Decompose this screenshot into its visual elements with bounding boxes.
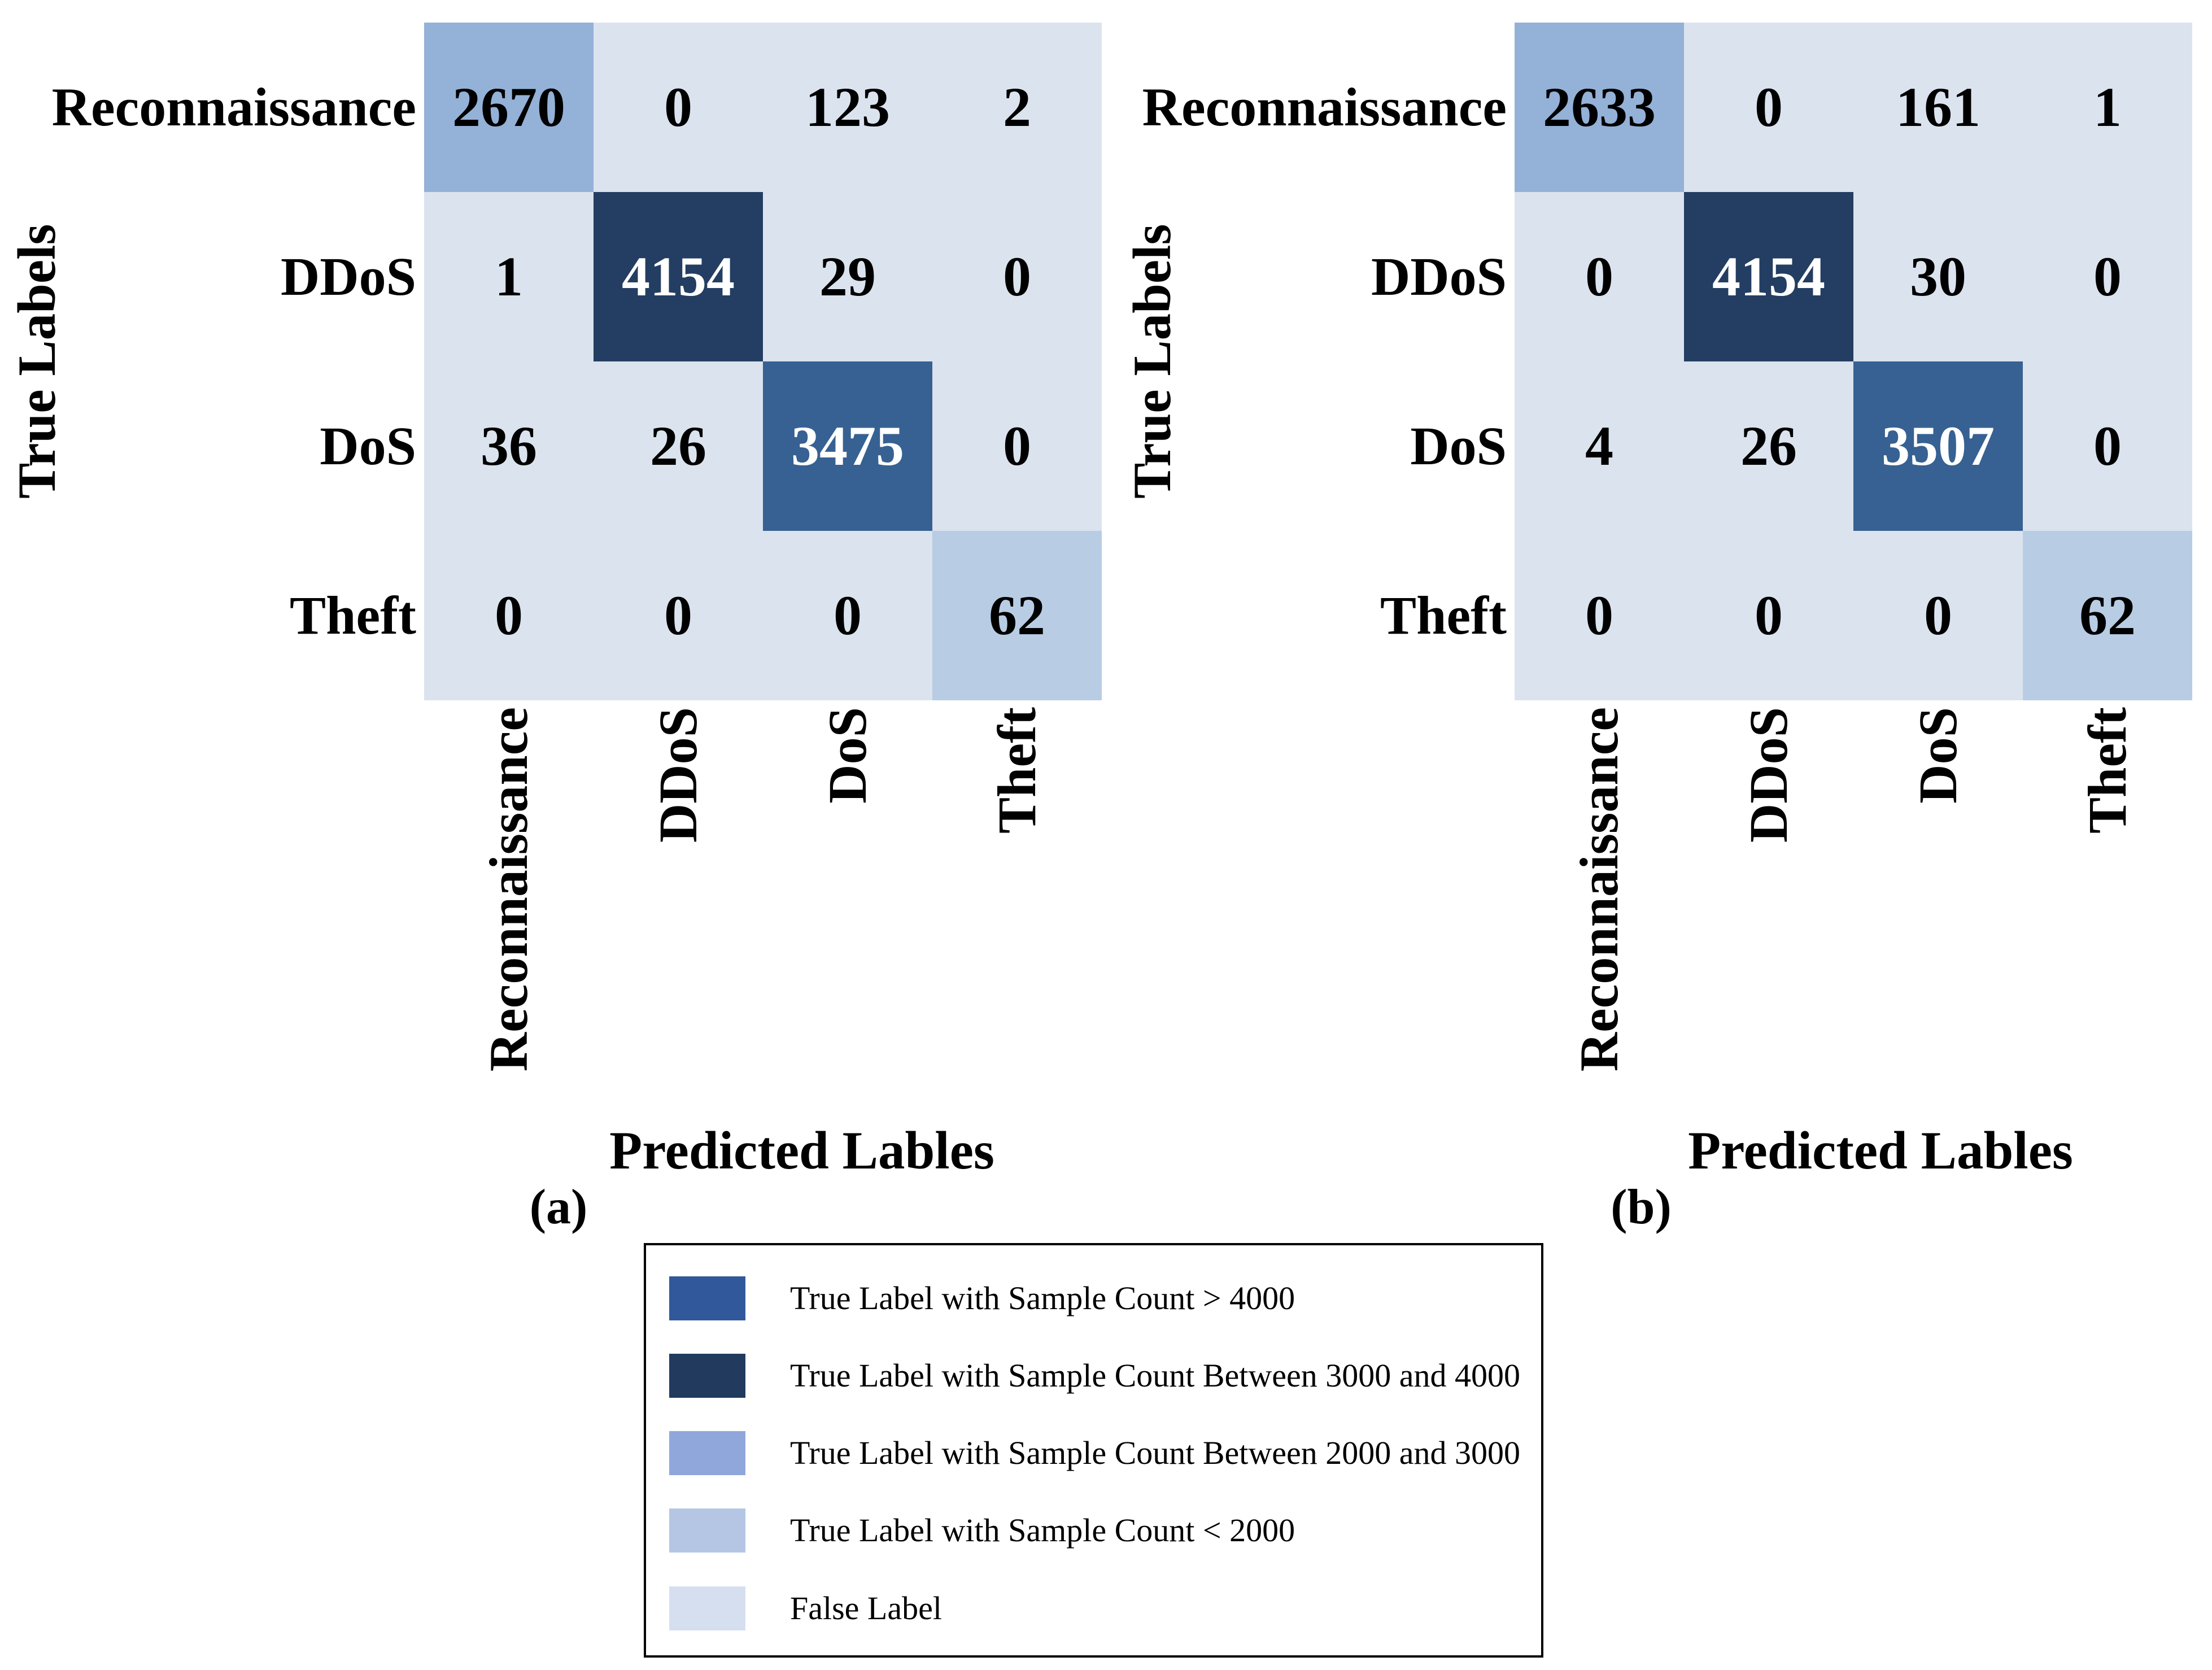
matrix-cell: 0 xyxy=(1684,23,1853,192)
col-label: DoS xyxy=(1908,707,1968,804)
row-label: Theft xyxy=(290,585,416,646)
matrix-cell: 30 xyxy=(1853,192,2023,361)
matrix-cell: 2670 xyxy=(424,23,594,192)
row-label: Reconnaissance xyxy=(51,77,416,137)
legend-label: True Label with Sample Count > 4000 xyxy=(790,1280,1295,1317)
matrix-cell: 3475 xyxy=(763,361,932,531)
matrix-cell: 0 xyxy=(932,361,1102,531)
matrix-cell: 36 xyxy=(424,361,594,531)
col-label: DDoS xyxy=(1738,707,1799,843)
figure-caption-a: (a) xyxy=(529,1180,588,1235)
matrix-cell: 26 xyxy=(594,361,763,531)
matrix-cell: 0 xyxy=(2023,192,2192,361)
legend-label: True Label with Sample Count < 2000 xyxy=(790,1512,1295,1549)
row-label: DDoS xyxy=(280,246,416,307)
legend-box: True Label with Sample Count > 4000 True… xyxy=(644,1243,1543,1658)
col-label: Theft xyxy=(2077,707,2137,834)
matrix-cell: 0 xyxy=(2023,361,2192,531)
x-axis-title: Predicted Lables xyxy=(1688,1120,2073,1180)
legend-swatch xyxy=(669,1586,745,1630)
matrix-cell: 0 xyxy=(763,531,932,700)
legend-label: True Label with Sample Count Between 300… xyxy=(790,1357,1521,1394)
matrix-cell: 0 xyxy=(1853,531,2023,700)
matrix-cell: 0 xyxy=(1515,531,1684,700)
matrix-cell: 0 xyxy=(932,192,1102,361)
matrix-cell: 4154 xyxy=(1684,192,1853,361)
x-axis-title: Predicted Lables xyxy=(609,1120,994,1180)
col-label: DDoS xyxy=(648,707,708,843)
matrix-cell: 2633 xyxy=(1515,23,1684,192)
figure-caption-b: (b) xyxy=(1611,1180,1672,1235)
col-label: DoS xyxy=(817,707,878,804)
row-label: Theft xyxy=(1380,585,1507,646)
matrix-cell: 161 xyxy=(1853,23,2023,192)
legend-swatch xyxy=(669,1276,745,1320)
matrix-cell: 0 xyxy=(594,23,763,192)
matrix-cell: 4 xyxy=(1515,361,1684,531)
matrix-cell: 62 xyxy=(932,531,1102,700)
legend-swatch xyxy=(669,1508,745,1553)
matrix-cell: 26 xyxy=(1684,361,1853,531)
matrix-cell: 0 xyxy=(594,531,763,700)
matrix-cell: 2 xyxy=(932,23,1102,192)
matrix-cell: 0 xyxy=(424,531,594,700)
col-label: Theft xyxy=(987,707,1047,834)
row-label: Reconnaissance xyxy=(1142,77,1507,137)
col-label: Reconnaissance xyxy=(1569,707,1629,1072)
legend-label: False Label xyxy=(790,1590,942,1627)
matrix-cell: 62 xyxy=(2023,531,2192,700)
matrix-cell: 0 xyxy=(1515,192,1684,361)
matrix-cell: 1 xyxy=(424,192,594,361)
matrix-cell: 0 xyxy=(1684,531,1853,700)
row-label: DDoS xyxy=(1371,246,1507,307)
row-label: DoS xyxy=(320,416,416,476)
row-label: DoS xyxy=(1410,416,1507,476)
legend-swatch xyxy=(669,1354,745,1398)
matrix-cell: 3507 xyxy=(1853,361,2023,531)
matrix-cell: 29 xyxy=(763,192,932,361)
legend-swatch xyxy=(669,1431,745,1475)
legend-label: True Label with Sample Count Between 200… xyxy=(790,1434,1521,1472)
matrix-cell: 123 xyxy=(763,23,932,192)
col-label: Reconnaissance xyxy=(478,707,539,1072)
matrix-cell: 1 xyxy=(2023,23,2192,192)
matrix-cell: 4154 xyxy=(594,192,763,361)
